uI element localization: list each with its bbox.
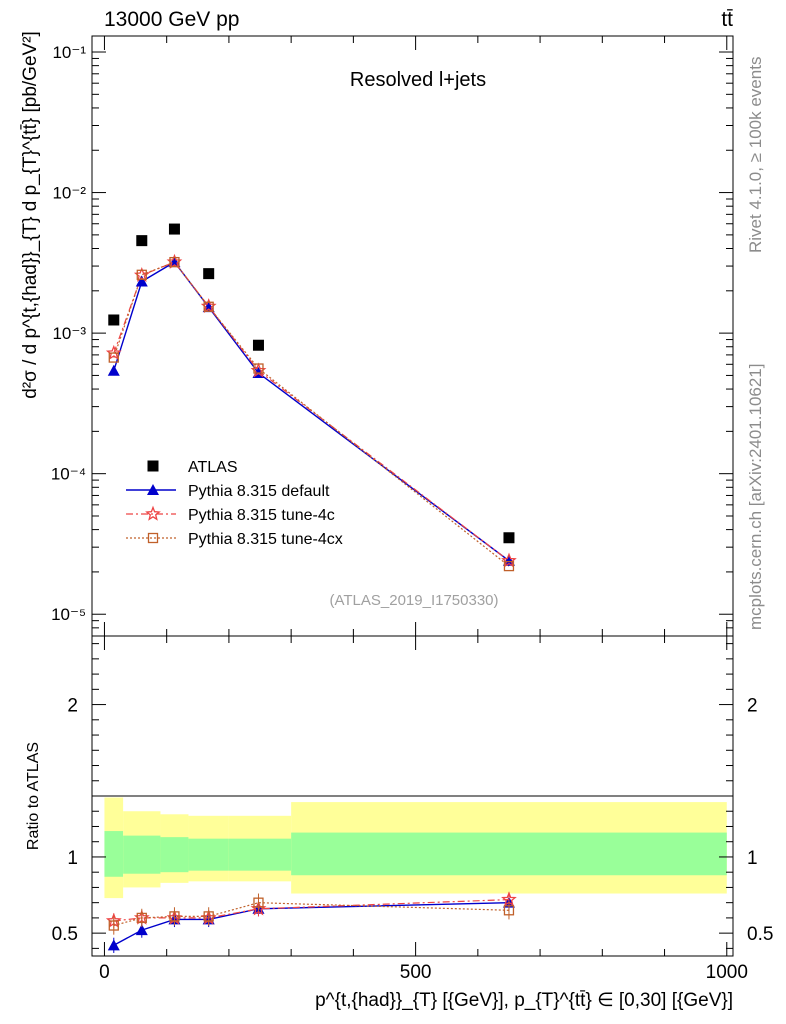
data-point: [503, 560, 515, 572]
data-point: [169, 256, 180, 268]
ratio-point: [108, 920, 119, 931]
y-tick-label: 10⁻²: [52, 184, 86, 203]
y-tick-label: 10⁻⁵: [51, 605, 86, 624]
ratio-ticks: 0.5 0.5 1 1 2 2 0 500 1000: [52, 636, 773, 983]
ratio-y-tick-label: 1: [67, 848, 78, 869]
legend: ATLAS Pythia 8.315 default Pythia 8.315 tu…: [126, 459, 343, 548]
band-inner: [123, 835, 161, 874]
y-tick-label: 10⁻¹: [52, 43, 86, 62]
legend-marker: [147, 460, 159, 472]
main-ticks: 10⁻¹ 10⁻² 10⁻³ 10⁻⁴ 10⁻⁵: [51, 36, 733, 637]
ratio-y-tick-label: 2: [747, 696, 758, 717]
ratio-point: [169, 911, 180, 922]
ratio-ylabel: Ratio to ATLAS: [25, 742, 42, 850]
band-inner: [228, 838, 292, 871]
data-point: [136, 235, 148, 247]
x-axis-label: p^{t,{had}}_{T} [{GeV}], p_{T}^{tt̄} ∈ […: [315, 990, 733, 1011]
ratio-point: [107, 939, 120, 951]
mcplots-label: mcplots.cern.ch [arXiv:2401.10621]: [746, 364, 765, 630]
data-point: [135, 275, 148, 287]
legend-marker: [145, 505, 161, 521]
data-point: [136, 269, 147, 280]
main-data: [105, 223, 517, 572]
data-point: [107, 364, 120, 376]
ratio-point: [253, 897, 264, 908]
legend-label: ATLAS: [188, 459, 238, 476]
series-line: [113, 261, 510, 567]
data-point: [252, 339, 264, 351]
band-inner: [104, 831, 124, 877]
ratio-point: [203, 911, 214, 922]
x-tick-label: 0: [99, 962, 110, 983]
data-point: [168, 223, 180, 235]
data-point: [203, 268, 215, 280]
legend-marker: [147, 484, 159, 495]
legend-label: Pythia 8.315 default: [188, 483, 330, 500]
ratio-y-tick-label: 0.5: [747, 924, 773, 945]
main-ylabel: d²σ / d p^{t,{had}}_{T} d p_{T}^{tt̄} [p…: [20, 31, 41, 399]
x-tick-label: 500: [400, 962, 432, 983]
data-point: [105, 344, 122, 360]
ratio-point: [135, 924, 148, 936]
data-point: [503, 532, 515, 544]
energy-label: 13000 GeV pp: [104, 8, 239, 31]
data-point: [501, 552, 517, 568]
ratio-y-tick-label: 0.5: [52, 924, 78, 945]
rivet-label: Rivet 4.1.0, ≥ 100k events: [746, 57, 765, 253]
band-inner: [188, 838, 229, 871]
data-point: [108, 352, 119, 363]
legend-label: Pythia 8.315 tune-4c: [188, 507, 335, 524]
data-point: [203, 301, 214, 312]
legend-marker: [147, 532, 159, 544]
main-panel: 10⁻¹ 10⁻² 10⁻³ 10⁻⁴ 10⁻⁵ Resolved l+jets (AT…: [20, 31, 734, 637]
ratio-series-line: [113, 899, 510, 922]
ratio-point: [136, 912, 147, 924]
ratio-point: [503, 905, 515, 916]
y-tick-label: 10⁻⁴: [51, 465, 86, 484]
ratio-y-tick-label: 2: [67, 696, 78, 717]
panel-title: Resolved l+jets: [350, 69, 486, 91]
ratio-y-tick-label: 1: [747, 848, 758, 869]
y-tick-label: 10⁻³: [52, 324, 86, 343]
ratio-bands: [104, 797, 727, 899]
legend-label: Pythia 8.315 tune-4cx: [188, 531, 343, 548]
ratio-data: [105, 891, 517, 953]
band-inner: [291, 832, 727, 876]
data-point: [253, 363, 264, 374]
analysis-id: (ATLAS_2019_I1750330): [329, 592, 498, 609]
band-inner: [160, 837, 189, 873]
x-tick-label: 1000: [706, 962, 748, 983]
data-point: [108, 314, 120, 326]
process-label: tt̄: [721, 8, 733, 31]
series-line: [113, 261, 510, 562]
ratio-panel: 0.5 0.5 1 1 2 2 0 500 1000 Ratio to ATLAS p^{t,{…: [25, 635, 773, 1011]
